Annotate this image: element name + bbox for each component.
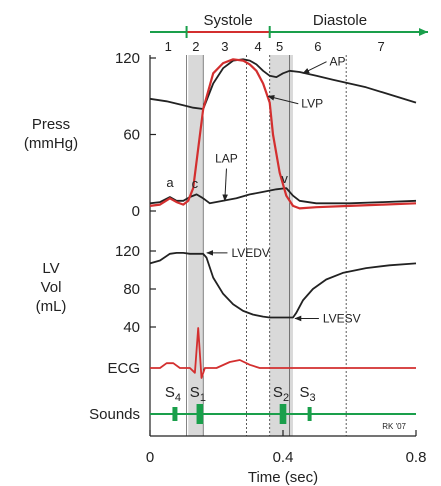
pressure-tick-label: 0 (132, 203, 140, 220)
x-tick-label: 0.4 (273, 449, 294, 466)
systole-label: Systole (204, 12, 253, 29)
x-axis-label: Time (sec) (248, 469, 318, 486)
series-ap (149, 58, 417, 110)
series-ecg (150, 327, 416, 379)
diastole-label: Diastole (313, 12, 367, 29)
isovolumic-band-1 (188, 55, 204, 436)
annotation-lvp-arrow (267, 95, 299, 105)
volume-tick-label: 120 (115, 243, 140, 260)
pressure-tick-label: 60 (123, 127, 140, 144)
sound-marker-s4 (172, 407, 178, 421)
phase-number-1: 1 (165, 39, 172, 54)
ecg-label: ECG (107, 360, 140, 377)
pressure-axis-label: (mmHg) (24, 135, 78, 152)
annotation-lap-arrow (222, 168, 228, 202)
sound-label-s4: S4 (165, 384, 181, 404)
volume-tick-label: 80 (123, 281, 140, 298)
pressure-axis-label: Press (32, 116, 70, 133)
sound-marker-s1 (196, 404, 204, 424)
volume-axis-label: Vol (41, 279, 62, 296)
sound-marker-s2 (279, 404, 287, 424)
credit-text: RK '07 (382, 422, 406, 431)
phase-number-4: 4 (254, 39, 261, 54)
series-lvp (149, 58, 417, 210)
x-tick-label: 0 (146, 449, 154, 466)
sounds-label: Sounds (89, 406, 140, 423)
x-tick-label: 0.8 (406, 449, 427, 466)
annotation-lap: LAP (215, 152, 238, 166)
phase-number-7: 7 (377, 39, 384, 54)
sound-label-s3: S3 (300, 384, 316, 404)
sound-label-s2: S2 (273, 384, 289, 404)
volume-axis-label: (mL) (36, 298, 67, 315)
wave-label-v: v (281, 171, 288, 186)
annotation-ap-arrow (302, 61, 327, 74)
series-lv-volume (149, 252, 417, 319)
wave-label-a: a (166, 175, 174, 190)
pressure-tick-label: 120 (115, 50, 140, 67)
phase-number-6: 6 (314, 39, 321, 54)
sound-label-s1: S1 (190, 384, 206, 404)
annotation-ap: AP (330, 55, 346, 69)
volume-axis-label: LV (42, 260, 59, 277)
sound-marker-s3 (307, 407, 312, 421)
series-lap (149, 187, 417, 205)
phase-number-2: 2 (192, 39, 199, 54)
volume-tick-label: 40 (123, 319, 140, 336)
wave-label-c: c (192, 176, 199, 191)
annotation-lvesv: LVESV (323, 311, 361, 325)
phase-number-5: 5 (276, 39, 283, 54)
phase-number-3: 3 (221, 39, 228, 54)
annotation-lvedv: LVEDV (231, 246, 269, 260)
annotation-lvp: LVP (301, 97, 323, 111)
phase-bar-arrowhead (419, 28, 428, 36)
